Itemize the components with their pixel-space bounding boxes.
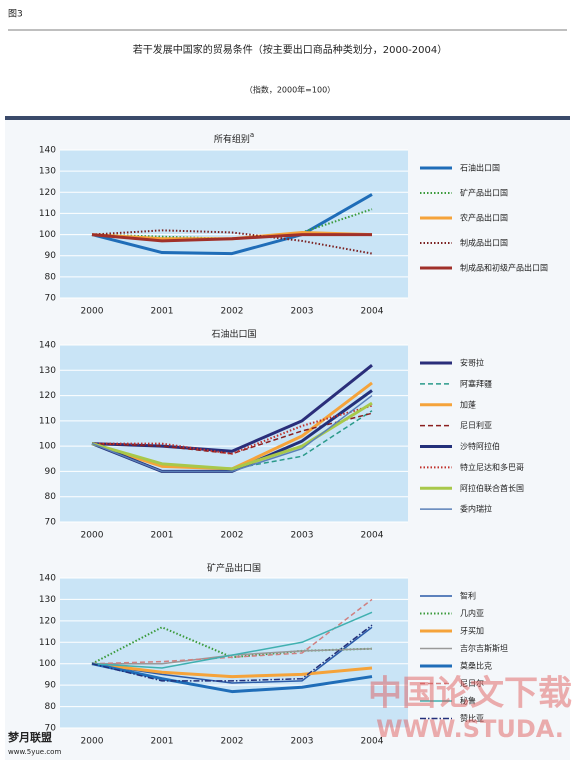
x-tick-label: 2002 — [221, 307, 244, 317]
x-tick-label: 2003 — [291, 737, 314, 747]
chart-title-note: a — [250, 131, 254, 139]
series-line — [91, 394, 373, 473]
y-tick-label: 100 — [39, 230, 56, 240]
y-tick-label: 120 — [39, 188, 56, 198]
series-line — [91, 662, 373, 679]
legend-label: 几内亚 — [460, 608, 484, 618]
x-tick-label: 2001 — [151, 307, 174, 317]
legend-label: 特立尼达和多巴哥 — [460, 462, 524, 472]
legend-label: 秘鲁 — [460, 696, 476, 706]
corner-url: www.5yue.com — [8, 748, 61, 756]
chart-title: 所有组别a — [214, 131, 254, 145]
series-line — [91, 662, 373, 694]
x-tick-label: 2003 — [291, 531, 314, 541]
y-tick-label: 80 — [45, 702, 57, 712]
y-tick-label: 130 — [39, 167, 56, 177]
chart-title-text: 矿产品出口国 — [207, 562, 261, 574]
x-tick-label: 2002 — [221, 531, 244, 541]
y-tick-label: 110 — [39, 416, 56, 426]
series-line — [91, 229, 373, 255]
legend-label: 莫桑比克 — [460, 661, 492, 671]
legend-label: 加蓬 — [460, 399, 476, 409]
series-line — [92, 404, 373, 455]
y-tick-label: 120 — [39, 391, 56, 401]
x-tick-label: 2004 — [361, 737, 384, 747]
y-tick-label: 140 — [39, 341, 56, 351]
legend-label: 石油出口国 — [460, 163, 500, 173]
x-tick-label: 2002 — [221, 737, 244, 747]
x-tick-label: 2003 — [291, 307, 314, 317]
corner-logo: 梦月联盟 — [8, 730, 52, 744]
x-tick-label: 2000 — [81, 737, 104, 747]
legend-label: 智利 — [460, 591, 476, 601]
plot-area — [60, 578, 408, 728]
y-tick-label: 80 — [45, 272, 57, 282]
legend-label: 沙特阿拉伯 — [460, 441, 500, 451]
legend-label: 安哥拉 — [460, 358, 484, 368]
legend-label: 赞比亚 — [460, 713, 484, 723]
legend-label: 农产品出口国 — [460, 213, 508, 223]
chart-title-text: 所有组别 — [214, 133, 250, 145]
y-tick-label: 90 — [45, 251, 57, 261]
legend-label: 吉尔吉斯斯坦 — [460, 643, 508, 653]
x-tick-label: 2001 — [151, 737, 174, 747]
legend-label: 委内瑞拉 — [460, 504, 492, 514]
legend-label: 尼日利亚 — [460, 420, 492, 430]
panel-band — [5, 116, 570, 120]
y-tick-label: 130 — [39, 366, 56, 376]
y-tick-label: 100 — [39, 659, 56, 669]
series-line — [91, 364, 373, 453]
series-line — [91, 233, 372, 243]
legend-label: 制成品出口国 — [460, 238, 508, 248]
x-tick-label: 2004 — [361, 307, 384, 317]
legend-label: 牙买加 — [460, 626, 484, 636]
legend-label: 制成品和初级产品出口国 — [460, 263, 548, 273]
chart-title: 石油出口国 — [211, 328, 256, 340]
charts: 所有组别a 70 80 90 100 110 120 130 140 2000 2001 2002 20… — [39, 131, 548, 747]
figure-subtitle: （指数，2000年=100） — [245, 85, 335, 95]
figure-label: 图3 — [8, 9, 23, 20]
chart-title-text: 石油出口国 — [211, 328, 256, 340]
x-tick-label: 2000 — [81, 531, 104, 541]
watermark-url: WWW.STUDA. — [376, 715, 564, 743]
series-line — [91, 624, 373, 682]
x-tick-label: 2004 — [361, 531, 384, 541]
y-tick-label: 70 — [45, 518, 57, 528]
y-tick-label: 110 — [39, 638, 56, 648]
y-tick-label: 120 — [39, 616, 56, 626]
watermark: 中国论文下载 — [368, 674, 572, 714]
y-tick-label: 100 — [39, 442, 56, 452]
series-line — [91, 193, 373, 256]
y-tick-label: 90 — [45, 681, 57, 691]
y-tick-label: 70 — [45, 724, 57, 734]
y-tick-label: 90 — [45, 467, 57, 477]
y-tick-label: 80 — [45, 492, 57, 502]
y-tick-label: 140 — [39, 574, 56, 584]
figure-title: 若干发展中国家的贸易条件（按主要出口商品种类划分，2000-2004） — [133, 43, 448, 56]
chart-title: 矿产品出口国 — [207, 562, 261, 574]
legend-label: 矿产品出口国 — [460, 188, 508, 198]
series-line — [91, 611, 373, 669]
legend-label: 尼日尔 — [460, 678, 484, 688]
y-tick-label: 70 — [45, 294, 57, 304]
legend-label: 阿拉伯联合酋长国 — [460, 483, 524, 493]
plot-area — [60, 345, 408, 522]
legend-label: 阿塞拜疆 — [460, 378, 492, 388]
series-line — [91, 598, 373, 665]
y-tick-label: 110 — [39, 209, 56, 219]
plot-area — [60, 150, 408, 298]
x-tick-label: 2001 — [151, 531, 174, 541]
y-tick-label: 140 — [39, 146, 56, 156]
x-tick-label: 2000 — [81, 307, 104, 317]
y-tick-label: 130 — [39, 595, 56, 605]
